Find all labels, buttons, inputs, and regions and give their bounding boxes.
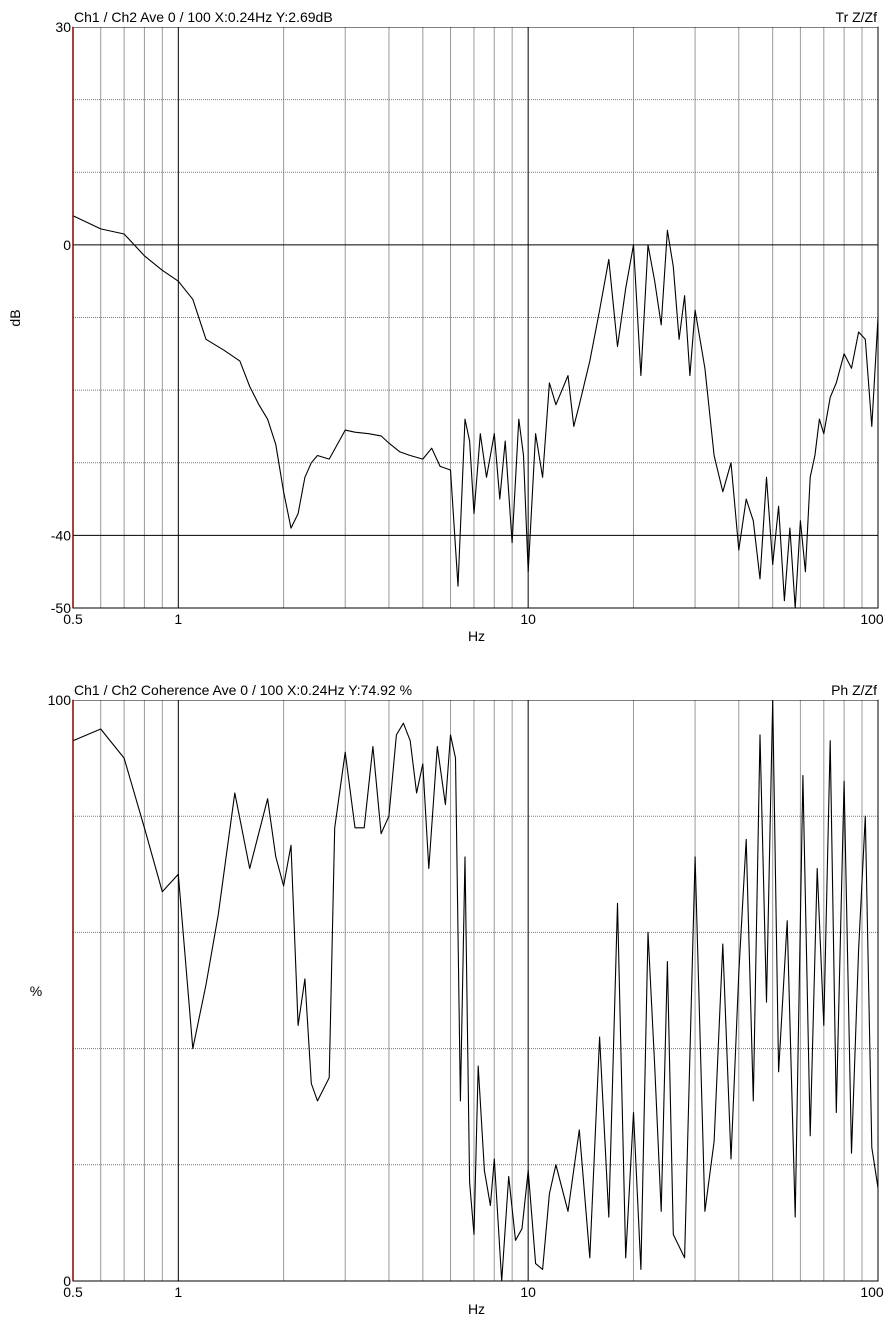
chart-header-mode: Ph Z/Zf — [831, 682, 877, 698]
x-axis-label: Hz — [468, 628, 485, 644]
x-axis-label: Hz — [468, 1301, 485, 1317]
y-tick-label: -40 — [51, 527, 71, 543]
data-series-1 — [72, 215, 879, 609]
y-tick-label: 30 — [55, 19, 71, 35]
x-tick-label: 100 — [860, 1284, 884, 1300]
chart-header-mode: Tr Z/Zf — [836, 9, 878, 25]
x-tick-label: 100 — [860, 611, 884, 627]
chart-header-text: Ch1 / Ch2 Coherence Ave 0 / 100 X:0.24Hz… — [74, 682, 412, 698]
y-tick-label: -50 — [51, 600, 71, 616]
chart-panel-2: Ch1 / Ch2 Coherence Ave 0 / 100 X:0.24Hz… — [30, 682, 884, 1317]
x-tick-label: 0.5 — [63, 1284, 83, 1300]
header-bar — [73, 684, 878, 700]
x-tick-label: 10 — [520, 611, 536, 627]
data-series-1 — [72, 699, 879, 1282]
y-tick-label: 100 — [48, 692, 72, 708]
x-tick-label: 1 — [174, 611, 182, 627]
chart-panel-1: Ch1 / Ch2 Ave 0 / 100 X:0.24Hz Y:2.69dB T… — [7, 9, 884, 644]
y-axis-label: % — [30, 983, 42, 999]
x-tick-label: 10 — [520, 1284, 536, 1300]
y-axis-label: dB — [7, 309, 23, 326]
chart-header-text: Ch1 / Ch2 Ave 0 / 100 X:0.24Hz Y:2.69dB — [74, 9, 333, 25]
y-tick-label: 0 — [63, 1273, 71, 1289]
x-tick-label: 1 — [174, 1284, 182, 1300]
y-tick-label: 0 — [63, 237, 71, 253]
header-bar — [73, 11, 878, 27]
x-tick-label: 0.5 — [63, 611, 83, 627]
